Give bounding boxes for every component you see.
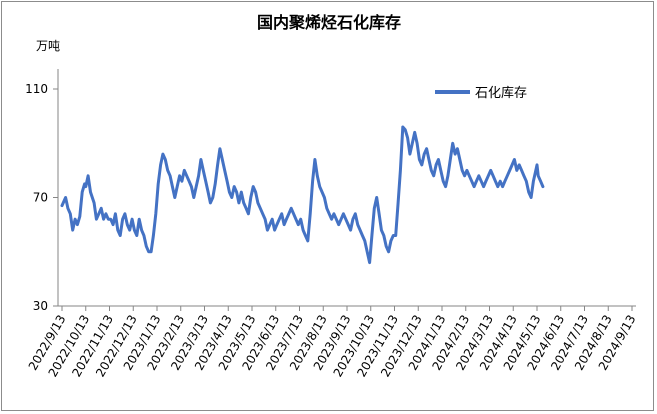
y-axis: 30 70 110	[25, 69, 59, 313]
series-layer	[60, 125, 545, 265]
y-tick-label: 70	[33, 191, 48, 205]
x-axis: 2022/9/132022/10/132022/11/132022/12/132…	[26, 305, 639, 379]
y-unit-label: 万吨	[36, 39, 60, 53]
y-tick-label: 30	[33, 299, 48, 313]
series-line-0	[60, 125, 545, 265]
y-tick-label: 110	[25, 82, 48, 96]
legend: 石化库存	[435, 85, 527, 101]
chart-title: 国内聚烯烃石化库存	[257, 13, 401, 32]
legend-label: 石化库存	[475, 85, 527, 101]
